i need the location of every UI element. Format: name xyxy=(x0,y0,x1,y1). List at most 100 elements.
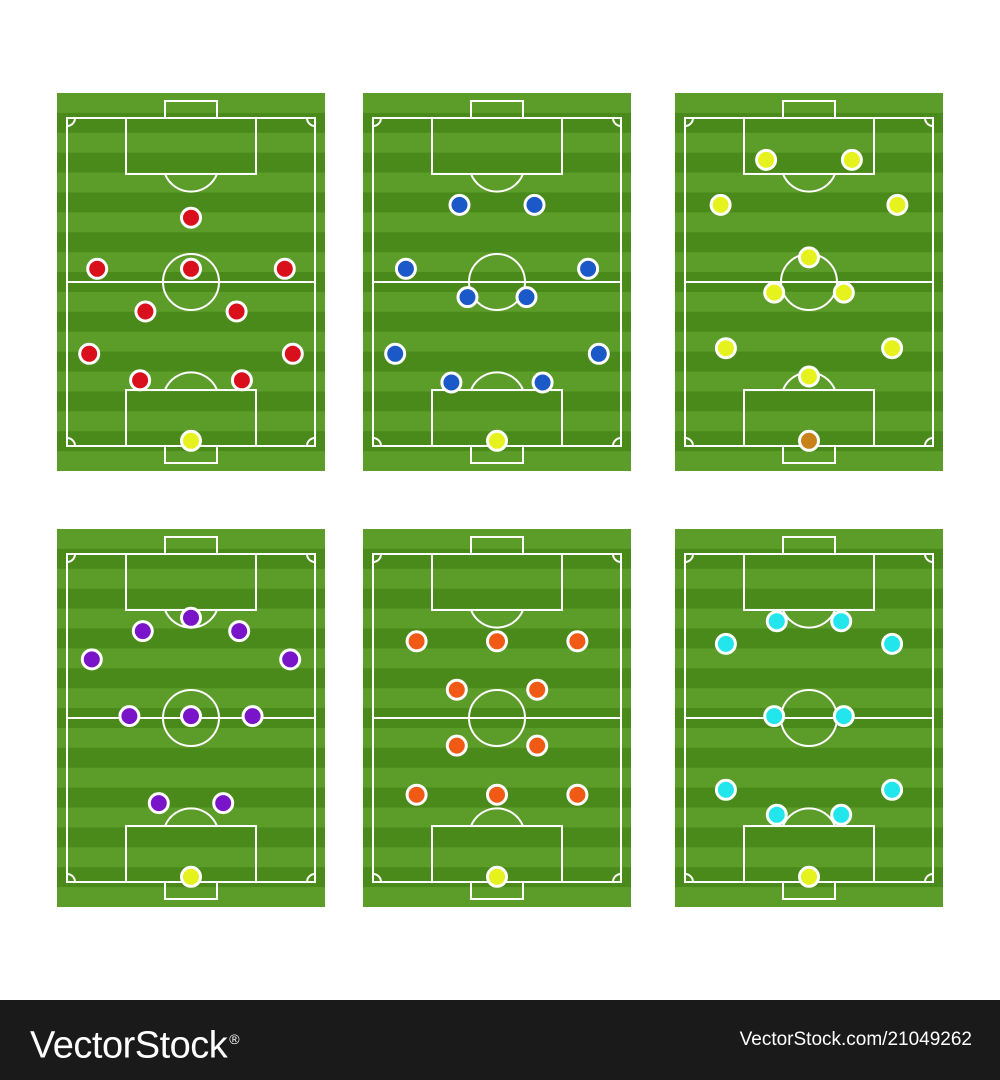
corner-arc xyxy=(66,873,76,883)
grass-stripe xyxy=(363,331,631,353)
player-marker xyxy=(830,803,853,826)
corner-arc xyxy=(372,117,382,127)
grass-stripe xyxy=(57,767,325,789)
player-marker xyxy=(129,369,152,392)
top-penalty-arc xyxy=(782,609,836,629)
grass-stripe xyxy=(675,351,943,373)
top-penalty-box xyxy=(743,553,875,611)
grass-stripe xyxy=(363,727,631,749)
player-marker xyxy=(526,734,549,757)
top-penalty-box xyxy=(431,117,563,175)
grass-stripe xyxy=(675,291,943,313)
top-penalty-arc xyxy=(470,173,524,193)
player-marker xyxy=(763,705,786,728)
pitch-svg xyxy=(675,529,943,907)
pitch-formation-3 xyxy=(675,93,943,471)
grass-stripe xyxy=(675,608,943,629)
corner-arc xyxy=(924,437,934,447)
corner-arc xyxy=(924,117,934,127)
grass-stripe xyxy=(675,451,943,471)
grass-stripe xyxy=(675,311,943,333)
grass-stripe xyxy=(57,727,325,749)
center-circle xyxy=(162,253,220,311)
grass-stripe xyxy=(57,192,325,213)
grass-stripe xyxy=(675,172,943,193)
logo-text: VectorStock xyxy=(30,1024,228,1067)
player-marker xyxy=(230,369,253,392)
player-marker xyxy=(531,371,554,394)
player-marker xyxy=(86,257,109,280)
grass-stripe xyxy=(675,787,943,809)
pitch-formation-4 xyxy=(57,529,325,907)
pitch-svg xyxy=(363,529,631,907)
player-marker xyxy=(832,705,855,728)
grass-stripe xyxy=(363,212,631,233)
goalkeeper-marker xyxy=(486,865,508,888)
grass-stripe xyxy=(363,568,631,590)
grass-stripe xyxy=(363,351,631,373)
player-marker xyxy=(384,342,407,365)
player-marker xyxy=(840,148,863,171)
grass-stripe xyxy=(675,112,943,134)
grass-stripe xyxy=(57,331,325,353)
player-marker xyxy=(147,792,170,815)
grass-stripe xyxy=(363,391,631,412)
corner-arc xyxy=(924,553,934,563)
goalkeeper-marker xyxy=(486,429,508,452)
goalkeeper-marker xyxy=(798,865,820,888)
player-marker xyxy=(445,678,468,701)
grass-stripe xyxy=(57,747,325,769)
grass-stripe xyxy=(57,172,325,193)
player-marker xyxy=(228,620,251,643)
player-marker xyxy=(526,678,549,701)
player-marker xyxy=(394,257,417,280)
grass-stripe xyxy=(675,568,943,590)
grass-stripe xyxy=(363,311,631,333)
player-marker xyxy=(755,148,778,171)
bottom-penalty-arc xyxy=(782,807,836,827)
player-marker xyxy=(587,342,610,365)
grass-stripe xyxy=(363,847,631,868)
player-marker xyxy=(881,778,904,801)
grass-stripe xyxy=(363,371,631,392)
player-marker xyxy=(566,783,589,806)
player-marker xyxy=(281,342,304,365)
corner-arc xyxy=(372,437,382,447)
grass-stripe xyxy=(675,887,943,907)
center-circle xyxy=(162,689,220,747)
grass-stripe xyxy=(675,688,943,709)
grass-stripe xyxy=(363,152,631,174)
grass-stripe xyxy=(57,628,325,649)
grass-stripe xyxy=(363,252,631,273)
grass-stripe xyxy=(675,628,943,649)
player-marker xyxy=(515,286,538,309)
bottom-penalty-arc xyxy=(470,371,524,391)
player-marker xyxy=(714,337,737,360)
pitch-formation-5 xyxy=(363,529,631,907)
player-marker xyxy=(566,630,589,653)
player-marker xyxy=(832,281,855,304)
grass-stripe xyxy=(675,232,943,253)
top-penalty-box xyxy=(125,117,257,175)
grass-stripe xyxy=(57,451,325,471)
player-marker xyxy=(830,610,853,633)
player-marker xyxy=(765,803,788,826)
corner-arc xyxy=(612,873,622,883)
grass-stripe xyxy=(675,192,943,213)
goalkeeper-marker xyxy=(798,429,820,452)
player-marker xyxy=(180,206,202,229)
grass-stripe xyxy=(57,529,325,550)
grass-stripe xyxy=(57,548,325,570)
player-marker xyxy=(118,705,141,728)
grass-stripe xyxy=(57,391,325,412)
grass-stripe xyxy=(675,548,943,570)
player-marker xyxy=(886,193,909,216)
pitch-svg xyxy=(675,93,943,471)
corner-arc xyxy=(66,553,76,563)
player-marker xyxy=(486,783,508,806)
corner-arc xyxy=(306,117,316,127)
corner-arc xyxy=(372,553,382,563)
watermark-bar: VectorStock ® VectorStock.com/21049262 xyxy=(0,1000,1000,1080)
grass-stripe xyxy=(363,192,631,213)
top-penalty-arc xyxy=(164,173,218,193)
